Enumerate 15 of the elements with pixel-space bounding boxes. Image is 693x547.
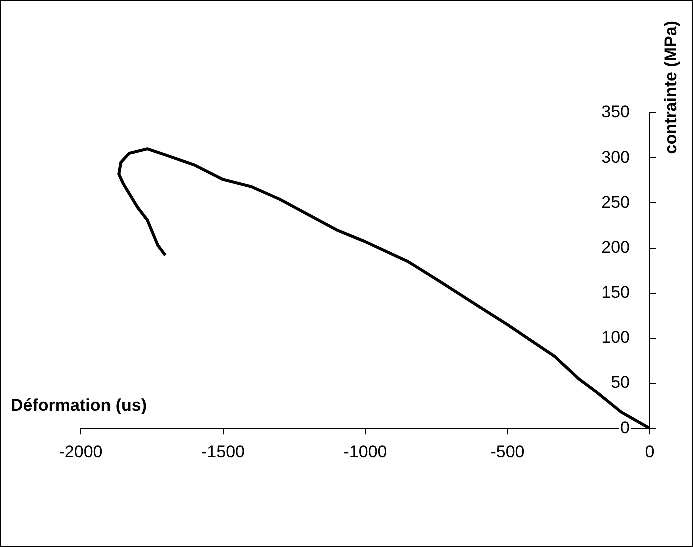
y-axis-title: contrainte (MPa) (662, 21, 681, 154)
y-tick-label: 50 (611, 373, 630, 392)
y-tick-label: 350 (602, 102, 630, 122)
y-tick-label: 300 (602, 148, 630, 167)
y-tick-label: 100 (602, 328, 630, 348)
x-tick-label: -1000 (344, 442, 388, 462)
x-tick-label: -2000 (59, 442, 103, 462)
x-tick-label: 0 (645, 442, 655, 462)
x-tick-label: -1500 (202, 442, 245, 462)
y-tick-label: 250 (602, 192, 630, 212)
y-tick-label: 0 (620, 418, 630, 438)
y-tick-label: 150 (602, 283, 630, 302)
x-tick-label: -500 (490, 442, 525, 462)
x-axis-title: Déformation (us) (11, 396, 147, 415)
y-tick-label: 200 (602, 238, 630, 257)
